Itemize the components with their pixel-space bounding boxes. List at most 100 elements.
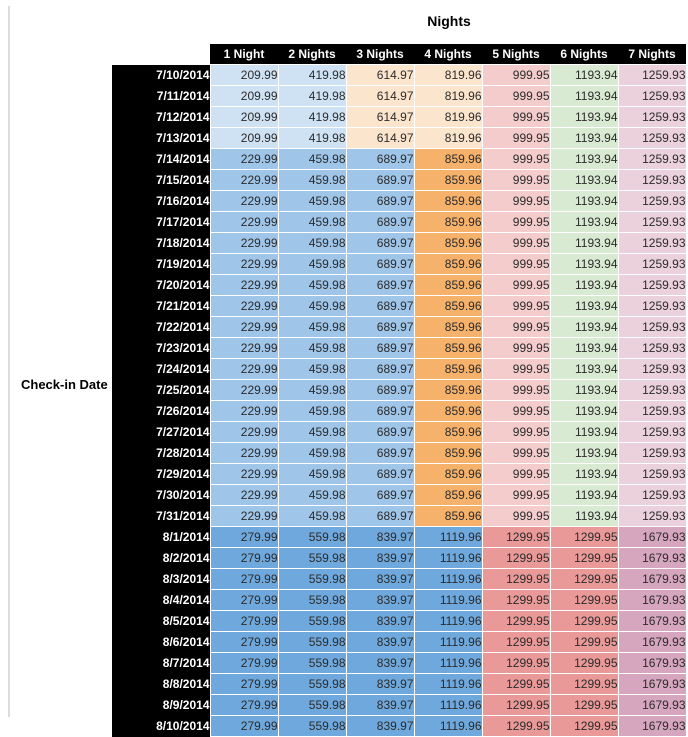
price-cell[interactable]: 999.95 bbox=[481, 64, 551, 86]
price-cell[interactable]: 689.97 bbox=[345, 169, 415, 191]
price-cell[interactable]: 1193.94 bbox=[549, 148, 619, 170]
price-cell[interactable]: 1193.94 bbox=[549, 232, 619, 254]
price-cell[interactable]: 1193.94 bbox=[549, 337, 619, 359]
price-cell[interactable]: 689.97 bbox=[345, 232, 415, 254]
row-header-date[interactable]: 7/18/2014 bbox=[112, 232, 210, 254]
price-cell[interactable]: 1299.95 bbox=[481, 673, 551, 695]
price-cell[interactable]: 859.96 bbox=[413, 190, 483, 212]
price-cell[interactable]: 1259.93 bbox=[617, 148, 687, 170]
price-cell[interactable]: 859.96 bbox=[413, 337, 483, 359]
price-cell[interactable]: 689.97 bbox=[345, 190, 415, 212]
price-cell[interactable]: 839.97 bbox=[345, 631, 415, 653]
price-cell[interactable]: 1299.95 bbox=[549, 568, 619, 590]
row-header-date[interactable]: 8/5/2014 bbox=[112, 610, 210, 632]
price-cell[interactable]: 999.95 bbox=[481, 211, 551, 233]
price-cell[interactable]: 1679.93 bbox=[617, 589, 687, 611]
price-cell[interactable]: 1193.94 bbox=[549, 211, 619, 233]
price-cell[interactable]: 279.99 bbox=[209, 589, 279, 611]
price-cell[interactable]: 1299.95 bbox=[481, 694, 551, 716]
price-cell[interactable]: 1259.93 bbox=[617, 358, 687, 380]
price-cell[interactable]: 459.98 bbox=[277, 400, 347, 422]
price-cell[interactable]: 999.95 bbox=[481, 253, 551, 275]
price-cell[interactable]: 689.97 bbox=[345, 505, 415, 527]
price-cell[interactable]: 859.96 bbox=[413, 211, 483, 233]
price-cell[interactable]: 279.99 bbox=[209, 526, 279, 548]
price-cell[interactable]: 279.99 bbox=[209, 568, 279, 590]
price-cell[interactable]: 1193.94 bbox=[549, 379, 619, 401]
price-cell[interactable]: 1119.96 bbox=[413, 526, 483, 548]
price-cell[interactable]: 819.96 bbox=[413, 106, 483, 128]
price-cell[interactable]: 859.96 bbox=[413, 148, 483, 170]
column-header[interactable]: 7 Nights bbox=[618, 44, 686, 65]
price-cell[interactable]: 1299.95 bbox=[481, 547, 551, 569]
price-cell[interactable]: 1299.95 bbox=[549, 673, 619, 695]
price-cell[interactable]: 999.95 bbox=[481, 421, 551, 443]
price-cell[interactable]: 999.95 bbox=[481, 316, 551, 338]
price-cell[interactable]: 1259.93 bbox=[617, 337, 687, 359]
price-cell[interactable]: 1299.95 bbox=[481, 715, 551, 737]
row-header-date[interactable]: 8/7/2014 bbox=[112, 652, 210, 674]
price-cell[interactable]: 1299.95 bbox=[549, 547, 619, 569]
price-cell[interactable]: 419.98 bbox=[277, 85, 347, 107]
price-cell[interactable]: 819.96 bbox=[413, 64, 483, 86]
price-cell[interactable]: 229.99 bbox=[209, 316, 279, 338]
price-cell[interactable]: 1299.95 bbox=[549, 652, 619, 674]
price-cell[interactable]: 1119.96 bbox=[413, 547, 483, 569]
price-cell[interactable]: 689.97 bbox=[345, 148, 415, 170]
price-cell[interactable]: 1193.94 bbox=[549, 253, 619, 275]
price-cell[interactable]: 1193.94 bbox=[549, 127, 619, 149]
price-cell[interactable]: 1679.93 bbox=[617, 526, 687, 548]
price-cell[interactable]: 1193.94 bbox=[549, 484, 619, 506]
price-cell[interactable]: 1193.94 bbox=[549, 106, 619, 128]
price-cell[interactable]: 1119.96 bbox=[413, 631, 483, 653]
price-cell[interactable]: 1193.94 bbox=[549, 421, 619, 443]
price-cell[interactable]: 559.98 bbox=[277, 673, 347, 695]
price-cell[interactable]: 459.98 bbox=[277, 232, 347, 254]
row-header-date[interactable]: 7/26/2014 bbox=[112, 400, 210, 422]
price-cell[interactable]: 999.95 bbox=[481, 295, 551, 317]
price-cell[interactable]: 1119.96 bbox=[413, 673, 483, 695]
price-cell[interactable]: 1259.93 bbox=[617, 190, 687, 212]
column-header[interactable]: 5 Nights bbox=[482, 44, 550, 65]
price-cell[interactable]: 1259.93 bbox=[617, 442, 687, 464]
price-cell[interactable]: 229.99 bbox=[209, 505, 279, 527]
price-cell[interactable]: 999.95 bbox=[481, 484, 551, 506]
price-cell[interactable]: 839.97 bbox=[345, 568, 415, 590]
price-cell[interactable]: 1259.93 bbox=[617, 64, 687, 86]
price-cell[interactable]: 559.98 bbox=[277, 568, 347, 590]
price-cell[interactable]: 459.98 bbox=[277, 337, 347, 359]
price-cell[interactable]: 689.97 bbox=[345, 253, 415, 275]
price-cell[interactable]: 1259.93 bbox=[617, 379, 687, 401]
price-cell[interactable]: 614.97 bbox=[345, 127, 415, 149]
price-cell[interactable]: 1299.95 bbox=[481, 589, 551, 611]
price-cell[interactable]: 689.97 bbox=[345, 484, 415, 506]
price-cell[interactable]: 459.98 bbox=[277, 295, 347, 317]
row-header-date[interactable]: 7/23/2014 bbox=[112, 337, 210, 359]
price-cell[interactable]: 1679.93 bbox=[617, 673, 687, 695]
price-cell[interactable]: 1299.95 bbox=[481, 568, 551, 590]
price-cell[interactable]: 999.95 bbox=[481, 274, 551, 296]
price-cell[interactable]: 209.99 bbox=[209, 106, 279, 128]
price-cell[interactable]: 459.98 bbox=[277, 316, 347, 338]
price-cell[interactable]: 1193.94 bbox=[549, 190, 619, 212]
price-cell[interactable]: 859.96 bbox=[413, 358, 483, 380]
price-cell[interactable]: 999.95 bbox=[481, 442, 551, 464]
price-cell[interactable]: 689.97 bbox=[345, 379, 415, 401]
price-cell[interactable]: 999.95 bbox=[481, 505, 551, 527]
price-cell[interactable]: 1193.94 bbox=[549, 316, 619, 338]
price-cell[interactable]: 819.96 bbox=[413, 85, 483, 107]
price-cell[interactable]: 1119.96 bbox=[413, 568, 483, 590]
price-cell[interactable]: 999.95 bbox=[481, 106, 551, 128]
price-cell[interactable]: 819.96 bbox=[413, 127, 483, 149]
row-header-date[interactable]: 7/27/2014 bbox=[112, 421, 210, 443]
price-cell[interactable]: 279.99 bbox=[209, 547, 279, 569]
price-cell[interactable]: 1299.95 bbox=[549, 589, 619, 611]
price-cell[interactable]: 229.99 bbox=[209, 169, 279, 191]
price-cell[interactable]: 559.98 bbox=[277, 715, 347, 737]
price-cell[interactable]: 614.97 bbox=[345, 64, 415, 86]
row-header-date[interactable]: 7/12/2014 bbox=[112, 106, 210, 128]
price-cell[interactable]: 1259.93 bbox=[617, 211, 687, 233]
price-cell[interactable]: 859.96 bbox=[413, 295, 483, 317]
price-cell[interactable]: 1679.93 bbox=[617, 610, 687, 632]
price-cell[interactable]: 689.97 bbox=[345, 400, 415, 422]
